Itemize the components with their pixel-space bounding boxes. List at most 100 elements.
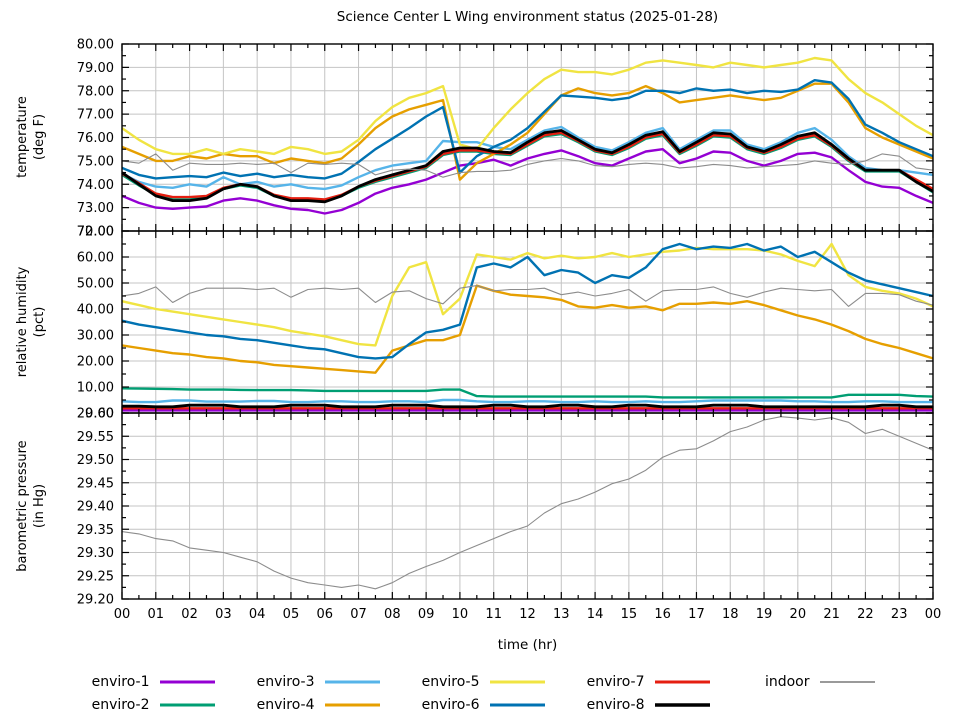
legend-label: enviro-1 bbox=[91, 673, 150, 690]
legend-line-sample-enviro-1 bbox=[159, 680, 215, 683]
legend-item-enviro-3: enviro-3 bbox=[251, 672, 380, 691]
series-line-enviro-6 bbox=[121, 78, 934, 180]
y-tick-label: 72.00 bbox=[77, 225, 114, 240]
legend-label: enviro-5 bbox=[421, 673, 480, 690]
axis-ticks bbox=[121, 412, 934, 600]
x-tick-label: 20 bbox=[790, 607, 807, 622]
panel-temperature: 72.00 73.00 74.00 75.00 76.00 77.00 78.00 79.00… bbox=[77, 38, 934, 240]
x-tick-label: 04 bbox=[249, 607, 266, 622]
y-tick-labels: 29.20 29.25 29.30 29.35 29.40 29.45 29.50 29.55… bbox=[77, 407, 114, 608]
x-tick-label: 00 bbox=[114, 607, 131, 622]
y-tick-label: 0.00 bbox=[85, 407, 114, 422]
x-tick-label: 12 bbox=[519, 607, 536, 622]
y-tick-label: 79.00 bbox=[77, 61, 114, 76]
y-tick-label: 78.00 bbox=[77, 84, 114, 99]
y-tick-label: 29.30 bbox=[77, 546, 114, 561]
panel-relative-humidity: 0.00 10.00 20.00 30.00 40.00 50.00 60.00 70.00 bbox=[77, 225, 934, 422]
legend-item-indoor: indoor bbox=[746, 672, 875, 691]
y-axis-label-pressure: barometric pressure (in Hg) bbox=[15, 440, 47, 572]
y-tick-label: 30.00 bbox=[77, 329, 114, 344]
chart-title: Science Center L Wing environment status… bbox=[336, 9, 719, 25]
x-tick-label: 11 bbox=[485, 607, 502, 622]
legend-item-enviro-5: enviro-5 bbox=[416, 672, 545, 691]
y-tick-label: 29.35 bbox=[77, 523, 114, 538]
legend: enviro-1 enviro-2 enviro-3 enviro-4 enviro-5… bbox=[0, 672, 960, 714]
x-tick-label: 09 bbox=[418, 607, 435, 622]
y-tick-label: 29.40 bbox=[77, 500, 114, 515]
x-tick-label: 05 bbox=[283, 607, 300, 622]
y-tick-label: 73.00 bbox=[77, 201, 114, 216]
series-line-enviro-5 bbox=[121, 242, 934, 347]
y-tick-label: 29.20 bbox=[77, 593, 114, 608]
legend-line-sample-enviro-8 bbox=[654, 702, 710, 707]
y-tick-labels: 0.00 10.00 20.00 30.00 40.00 50.00 60.00 70.00 bbox=[77, 225, 114, 422]
legend-column: enviro-1 enviro-2 bbox=[86, 672, 215, 714]
gridlines bbox=[121, 412, 934, 600]
legend-item-enviro-6: enviro-6 bbox=[416, 695, 545, 714]
legend-line-sample-enviro-2 bbox=[159, 703, 215, 706]
y-tick-label: 20.00 bbox=[77, 355, 114, 370]
y-tick-label: 60.00 bbox=[77, 251, 114, 266]
legend-label: enviro-7 bbox=[586, 673, 645, 690]
y-tick-label: 29.45 bbox=[77, 476, 114, 491]
y-tick-label: 50.00 bbox=[77, 277, 114, 292]
series-line-enviro-2 bbox=[121, 387, 934, 399]
x-tick-label: 01 bbox=[148, 607, 165, 622]
legend-label: enviro-4 bbox=[256, 696, 315, 713]
y-tick-label: 80.00 bbox=[77, 38, 114, 53]
x-tick-label: 15 bbox=[621, 607, 638, 622]
series-line-enviro-1 bbox=[121, 147, 934, 215]
x-tick-label: 06 bbox=[316, 607, 333, 622]
y-tick-label: 77.00 bbox=[77, 108, 114, 123]
legend-line-sample-indoor bbox=[819, 680, 875, 683]
legend-column: enviro-5 enviro-6 bbox=[416, 672, 545, 714]
x-tick-label: 14 bbox=[587, 607, 604, 622]
x-tick-label: 08 bbox=[384, 607, 401, 622]
y-tick-label: 29.50 bbox=[77, 453, 114, 468]
y-tick-label: 29.25 bbox=[77, 569, 114, 584]
series-line-indoor bbox=[121, 285, 934, 307]
legend-column: enviro-7 enviro-8 bbox=[581, 672, 710, 714]
y-tick-label: 70.00 bbox=[77, 225, 114, 240]
series-line-indoor bbox=[121, 153, 934, 178]
y-tick-label: 29.55 bbox=[77, 430, 114, 445]
x-tick-label: 19 bbox=[756, 607, 773, 622]
legend-column: indoor bbox=[746, 672, 875, 691]
legend-item-enviro-1: enviro-1 bbox=[86, 672, 215, 691]
x-tick-labels: 00 01 02 03 04 05 06 07 08 09 10 11 12 13 14 15 16 17 18 19… bbox=[114, 607, 942, 622]
legend-label: enviro-8 bbox=[586, 696, 645, 713]
series-line-enviro-8 bbox=[121, 129, 934, 204]
x-axis-label: time (hr) bbox=[497, 637, 558, 653]
legend-label: enviro-2 bbox=[91, 696, 150, 713]
legend-line-sample-enviro-4 bbox=[324, 703, 380, 706]
x-tick-label: 18 bbox=[722, 607, 739, 622]
x-tick-label: 16 bbox=[654, 607, 671, 622]
x-tick-label: 07 bbox=[350, 607, 367, 622]
x-tick-label: 21 bbox=[823, 607, 840, 622]
legend-line-sample-enviro-6 bbox=[489, 703, 545, 706]
legend-item-enviro-4: enviro-4 bbox=[251, 695, 380, 714]
series-line-enviro-6 bbox=[121, 242, 934, 360]
legend-column: enviro-3 enviro-4 bbox=[251, 672, 380, 714]
x-tick-label: 02 bbox=[181, 607, 198, 622]
x-tick-label: 13 bbox=[553, 607, 570, 622]
x-tick-label: 00 bbox=[925, 607, 942, 622]
legend-item-enviro-7: enviro-7 bbox=[581, 672, 710, 691]
panel-barometric-pressure: 29.20 29.25 29.30 29.35 29.40 29.45 29.50 29.55… bbox=[77, 407, 934, 608]
x-tick-label: 03 bbox=[215, 607, 232, 622]
y-tick-labels: 72.00 73.00 74.00 75.00 76.00 77.00 78.00 79.00… bbox=[77, 38, 114, 240]
x-tick-label: 17 bbox=[688, 607, 705, 622]
y-axis-label-temperature: temperature (deg F) bbox=[15, 96, 47, 178]
y-tick-label: 40.00 bbox=[77, 303, 114, 318]
x-tick-label: 22 bbox=[857, 607, 874, 622]
legend-label: enviro-6 bbox=[421, 696, 480, 713]
axis-ticks bbox=[121, 43, 934, 232]
legend-item-enviro-2: enviro-2 bbox=[86, 695, 215, 714]
series-line-enviro-4 bbox=[121, 284, 934, 374]
y-axis-label-humidity: relative humidity (pct) bbox=[15, 266, 47, 378]
series-line-enviro-3 bbox=[121, 125, 934, 191]
legend-label: enviro-3 bbox=[256, 673, 315, 690]
y-tick-label: 76.00 bbox=[77, 131, 114, 146]
legend-line-sample-enviro-3 bbox=[324, 680, 380, 683]
